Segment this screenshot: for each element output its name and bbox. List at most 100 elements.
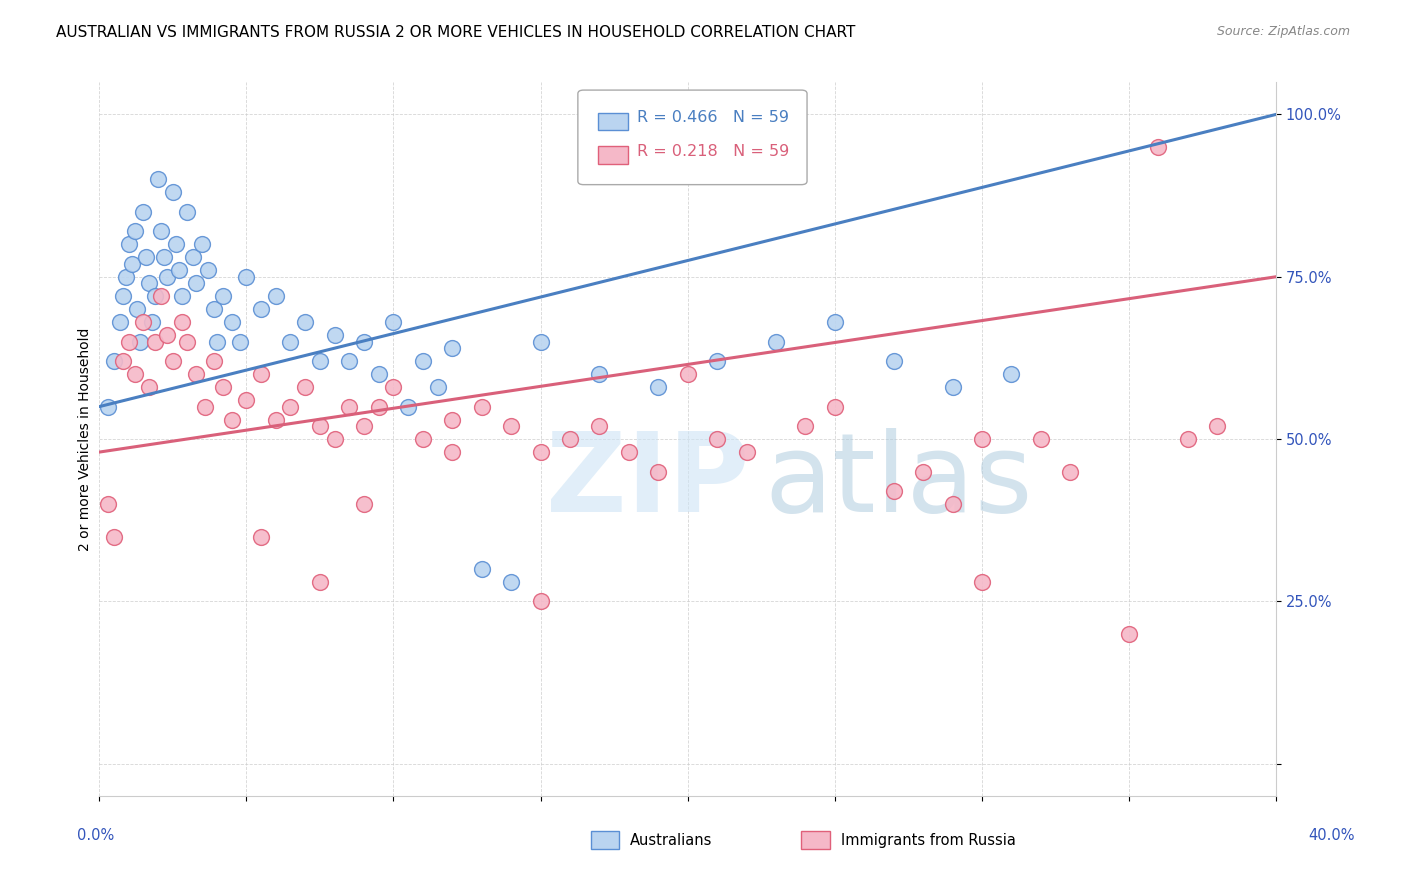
Point xyxy=(250,367,273,381)
Point xyxy=(441,445,464,459)
Point xyxy=(186,367,208,381)
Text: ZIP: ZIP xyxy=(547,428,749,535)
Point xyxy=(114,269,136,284)
Point xyxy=(883,354,905,368)
Point xyxy=(529,594,551,608)
Point xyxy=(103,354,125,368)
Point xyxy=(970,574,993,589)
Point xyxy=(501,574,523,589)
Point xyxy=(367,400,389,414)
Point xyxy=(883,484,905,499)
Point xyxy=(121,257,143,271)
Point xyxy=(501,419,523,434)
Point xyxy=(353,334,375,349)
Point xyxy=(794,419,817,434)
Point xyxy=(124,224,146,238)
Point xyxy=(146,172,169,186)
Point xyxy=(1147,140,1170,154)
Point xyxy=(108,315,131,329)
Point xyxy=(1000,367,1022,381)
Point xyxy=(197,263,219,277)
Point xyxy=(323,432,346,446)
Point xyxy=(309,354,332,368)
Point xyxy=(150,289,173,303)
Point xyxy=(111,289,134,303)
Point xyxy=(912,465,935,479)
Point xyxy=(97,497,120,511)
Text: AUSTRALIAN VS IMMIGRANTS FROM RUSSIA 2 OR MORE VEHICLES IN HOUSEHOLD CORRELATION: AUSTRALIAN VS IMMIGRANTS FROM RUSSIA 2 O… xyxy=(56,25,856,40)
Point xyxy=(138,277,160,291)
Point xyxy=(941,497,963,511)
Point xyxy=(211,289,233,303)
Point xyxy=(211,380,233,394)
Point xyxy=(97,400,120,414)
Point xyxy=(382,380,405,394)
Point xyxy=(824,400,846,414)
Point xyxy=(162,186,184,200)
Point xyxy=(156,269,179,284)
Point xyxy=(1029,432,1052,446)
Point xyxy=(127,302,149,317)
Point xyxy=(229,334,252,349)
Point xyxy=(396,400,419,414)
Point xyxy=(294,380,316,394)
Text: atlas: atlas xyxy=(765,428,1033,535)
Point xyxy=(588,419,610,434)
Point xyxy=(588,367,610,381)
Point xyxy=(170,315,193,329)
Point xyxy=(367,367,389,381)
Point xyxy=(294,315,316,329)
Point xyxy=(153,250,176,264)
Point xyxy=(111,354,134,368)
Point xyxy=(1206,419,1229,434)
Point xyxy=(426,380,449,394)
Point xyxy=(337,354,360,368)
Point xyxy=(235,393,257,408)
Point xyxy=(194,400,217,414)
Point xyxy=(143,334,166,349)
Point xyxy=(221,315,243,329)
Point xyxy=(221,412,243,426)
Point xyxy=(250,529,273,543)
Point xyxy=(471,562,494,576)
Point xyxy=(1059,465,1081,479)
Point xyxy=(135,250,157,264)
Point xyxy=(186,277,208,291)
Point xyxy=(412,354,434,368)
Point xyxy=(647,380,669,394)
Point xyxy=(117,237,139,252)
Text: Source: ZipAtlas.com: Source: ZipAtlas.com xyxy=(1216,25,1350,38)
Point xyxy=(323,328,346,343)
Point xyxy=(176,334,198,349)
Y-axis label: 2 or more Vehicles in Household: 2 or more Vehicles in Household xyxy=(79,327,93,550)
Point xyxy=(529,334,551,349)
Text: Immigrants from Russia: Immigrants from Russia xyxy=(841,833,1015,847)
Point xyxy=(150,224,173,238)
Point xyxy=(162,354,184,368)
Point xyxy=(183,250,205,264)
Point xyxy=(143,289,166,303)
Point xyxy=(706,354,728,368)
Point xyxy=(250,302,273,317)
Point xyxy=(824,315,846,329)
Point xyxy=(141,315,163,329)
Point xyxy=(117,334,139,349)
Text: 40.0%: 40.0% xyxy=(1308,828,1355,843)
Point xyxy=(124,367,146,381)
Point xyxy=(441,341,464,355)
Point xyxy=(353,419,375,434)
Point xyxy=(529,445,551,459)
Point xyxy=(412,432,434,446)
Point xyxy=(264,289,287,303)
Point xyxy=(176,204,198,219)
Point xyxy=(156,328,179,343)
Point xyxy=(132,204,155,219)
Point xyxy=(353,497,375,511)
Point xyxy=(309,574,332,589)
Point xyxy=(191,237,214,252)
Text: 0.0%: 0.0% xyxy=(77,828,114,843)
Point xyxy=(676,367,699,381)
Text: R = 0.466   N = 59: R = 0.466 N = 59 xyxy=(637,111,789,125)
Point xyxy=(280,400,302,414)
Point xyxy=(264,412,287,426)
